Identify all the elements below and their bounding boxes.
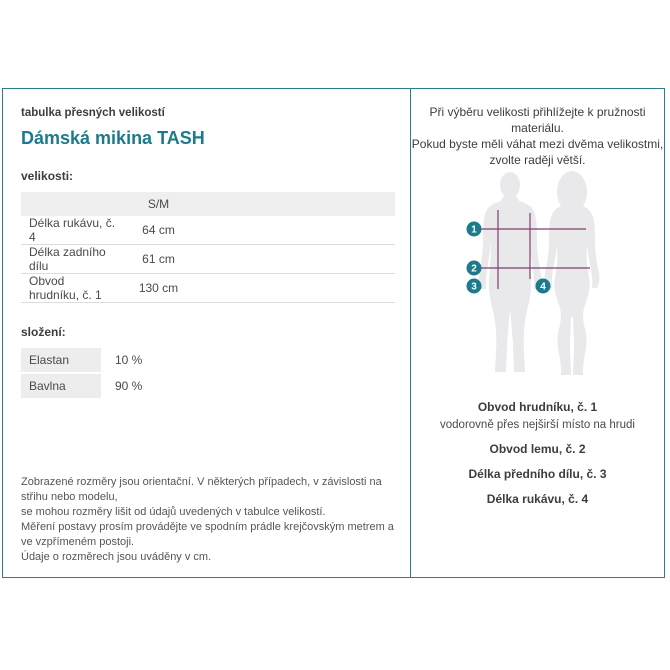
- material-value: 10 %: [115, 353, 143, 367]
- male-silhouette-shape: [478, 172, 541, 372]
- marker-2-circle: [466, 260, 481, 276]
- marker-1-circle: [466, 221, 481, 237]
- body-measurement-diagram: 1 2 3 4: [466, 171, 599, 375]
- left-column: tabulka přesných velikostí Dámská mikina…: [3, 89, 411, 577]
- material-value: 90 %: [115, 379, 143, 393]
- size-advice-text: Při výběru velikosti přihlížejte k pružn…: [411, 104, 664, 168]
- measurement-value: 61 cm: [116, 244, 201, 274]
- measurement-lines: [473, 210, 590, 289]
- legend-item: Délka předního dílu, č. 3: [468, 467, 607, 481]
- measurement-value: 130 cm: [116, 273, 201, 303]
- marker-2-number: 2: [471, 264, 477, 275]
- composition-row: Bavlna 90 %: [21, 374, 394, 398]
- legend-item: Obvod hrudníku, č. 1: [477, 400, 598, 414]
- measurement-value: 64 cm: [116, 216, 201, 245]
- size-table: S/M Délka rukávu, č. 4 64 cm Délka zadní…: [21, 192, 395, 303]
- disclaimer-line: Měření postavy prosím provádějte ve spod…: [21, 521, 394, 548]
- advice-line: Pokud byste měli váhat mezi dvěma veliko…: [411, 137, 664, 151]
- measurement-label: Obvod hrudníku, č. 1: [21, 273, 116, 303]
- female-silhouette-shape: [544, 171, 599, 375]
- material-label: Elastan: [21, 348, 101, 372]
- composition-table: Elastan 10 % Bavlna 90 %: [21, 348, 394, 400]
- size-table-header-row: S/M: [21, 192, 395, 216]
- chart-subtitle: tabulka přesných velikostí: [21, 107, 165, 119]
- disclaimer-text: Zobrazené rozměry jsou orientační. V něk…: [21, 475, 394, 569]
- disclaimer-line: Zobrazené rozměry jsou orientační. V něk…: [21, 476, 382, 503]
- composition-row: Elastan 10 %: [21, 348, 394, 372]
- marker-3-number: 3: [471, 282, 477, 293]
- material-label: Bavlna: [21, 374, 101, 398]
- table-row: Délka rukávu, č. 4 64 cm: [21, 216, 395, 245]
- marker-4-number: 4: [540, 282, 546, 293]
- measurement-legend: Obvod hrudníku, č. 1 vodorovně přes nejš…: [411, 400, 664, 506]
- size-header-filler: [201, 192, 395, 216]
- measurement-markers: 1 2 3 4: [466, 221, 550, 294]
- legend-item-description: vodorovně přes nejširší místo na hrudi: [440, 419, 635, 431]
- disclaimer-line: se mohou rozměry lišit od údajů uvedenýc…: [21, 506, 326, 518]
- disclaimer-line: Údaje o rozměrech jsou uváděny v cm.: [21, 551, 212, 563]
- sizes-heading: velikosti:: [21, 169, 74, 183]
- measurement-label: Délka rukávu, č. 4: [21, 216, 116, 245]
- table-row: Obvod hrudníku, č. 1 130 cm: [21, 273, 395, 303]
- size-column-header: S/M: [116, 192, 201, 216]
- size-chart-panel: tabulka přesných velikostí Dámská mikina…: [2, 88, 665, 578]
- advice-line: zvolte raději větší.: [489, 153, 586, 167]
- measurement-label: Délka zadního dílu: [21, 244, 116, 274]
- marker-1-number: 1: [471, 225, 477, 236]
- composition-heading: složení:: [21, 325, 66, 339]
- table-row: Délka zadního dílu 61 cm: [21, 244, 395, 274]
- advice-line: Při výběru velikosti přihlížejte k pružn…: [429, 105, 646, 135]
- right-column: Při výběru velikosti přihlížejte k pružn…: [411, 89, 664, 577]
- size-header-spacer: [21, 192, 116, 216]
- legend-item: Délka rukávu, č. 4: [486, 492, 589, 506]
- legend-item: Obvod lemu, č. 2: [489, 442, 586, 456]
- marker-3-circle: [466, 278, 481, 294]
- marker-4-circle: [535, 278, 550, 294]
- product-title: Dámská mikina TASH: [21, 128, 205, 148]
